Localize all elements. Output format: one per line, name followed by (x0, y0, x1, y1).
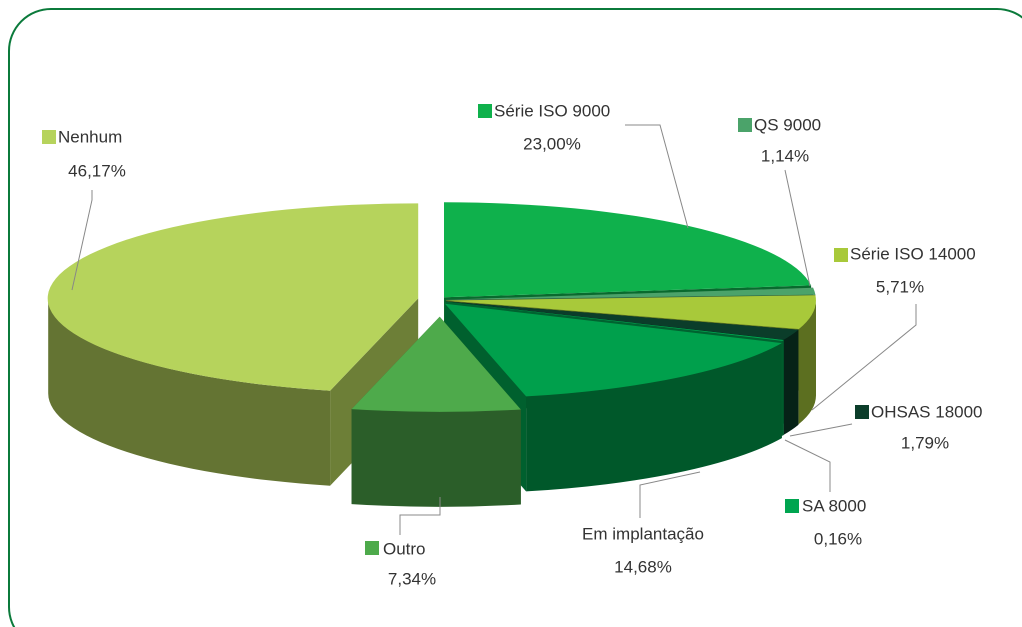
legend-swatch (834, 248, 848, 262)
value-label: 5,71% (876, 277, 924, 296)
slice-label: Nenhum (58, 127, 122, 146)
value-label: 0,16% (814, 529, 862, 548)
leader-line (625, 124, 689, 229)
slice-top (351, 316, 521, 412)
leader-line (71, 190, 93, 291)
leader-line (399, 497, 441, 535)
slice-top (446, 295, 816, 329)
slice-top (445, 301, 784, 341)
legend-swatch (785, 499, 799, 513)
slice-top (445, 303, 782, 397)
slice-top (47, 203, 419, 391)
value-label: 14,68% (614, 557, 672, 576)
leader-line (789, 423, 853, 437)
legend-swatch (478, 104, 492, 118)
slice-top (446, 287, 816, 300)
value-label: 1,14% (761, 146, 809, 165)
legend-swatch (738, 118, 752, 132)
legend-swatch (365, 541, 379, 555)
leader-line (639, 471, 701, 518)
slice-label: QS 9000 (754, 115, 821, 134)
leader-line (784, 439, 831, 492)
frame (8, 8, 1022, 627)
slice-side (783, 329, 799, 435)
slice-side (798, 300, 816, 424)
value-label: 46,17% (68, 161, 126, 180)
legend-swatch (855, 405, 869, 419)
value-label: 1,79% (901, 433, 949, 452)
leader-line (784, 169, 811, 287)
leader-line (811, 304, 917, 411)
slice-top (444, 202, 812, 298)
pie (47, 202, 816, 507)
value-label: 23,00% (523, 134, 581, 153)
slice-side (782, 340, 784, 436)
slice-label: Outro (383, 539, 426, 558)
slice-label: Série ISO 14000 (850, 244, 976, 263)
slice-label: SA 8000 (802, 496, 866, 515)
slice-top (445, 301, 799, 340)
slice-side (48, 298, 331, 486)
value-label: 7,34% (388, 569, 436, 588)
slice-label: Em implantação (582, 524, 704, 543)
labels: Série ISO 9000 23,00% QS 9000 1,14% Série IS… (42, 101, 983, 588)
legend-swatch (42, 130, 56, 144)
slice-side (351, 409, 521, 507)
leader-lines (71, 124, 917, 535)
slice-label: OHSAS 18000 (871, 402, 983, 421)
slice-side (526, 343, 782, 492)
slice-label: Série ISO 9000 (494, 101, 610, 120)
